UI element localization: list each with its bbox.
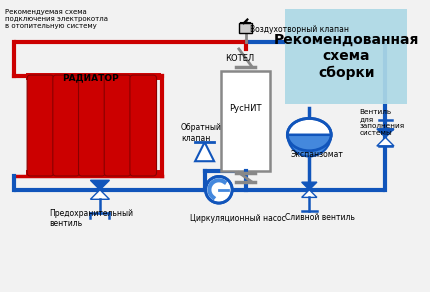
Wedge shape <box>287 135 331 157</box>
Text: Вентиль
для
заполнения
системы: Вентиль для заполнения системы <box>360 109 405 136</box>
Text: Предохранительный
вентиль: Предохранительный вентиль <box>49 209 133 228</box>
Polygon shape <box>90 180 110 190</box>
Polygon shape <box>195 142 214 161</box>
Polygon shape <box>302 182 317 190</box>
Polygon shape <box>377 138 394 146</box>
FancyBboxPatch shape <box>130 75 157 176</box>
FancyBboxPatch shape <box>286 9 407 104</box>
Text: Сливной вентиль: Сливной вентиль <box>286 213 355 222</box>
Bar <box>239 23 252 33</box>
Text: Циркуляционный насос: Циркуляционный насос <box>190 213 286 223</box>
Text: Рекомендуемая схема
подключения электрокотла
в отопительную систему: Рекомендуемая схема подключения электрок… <box>5 9 108 29</box>
FancyBboxPatch shape <box>53 75 80 176</box>
Text: РАДИАТОР: РАДИАТОР <box>62 73 119 82</box>
Text: Экспанзомат: Экспанзомат <box>290 150 343 159</box>
Text: Обратный
клапан: Обратный клапан <box>181 123 222 142</box>
FancyBboxPatch shape <box>104 75 131 176</box>
FancyBboxPatch shape <box>79 75 105 176</box>
Circle shape <box>206 176 232 203</box>
Polygon shape <box>90 190 110 199</box>
Text: Воздухотворный клапан: Воздухотворный клапан <box>250 25 349 34</box>
Text: Рекомендованная
схема
сборки: Рекомендованная схема сборки <box>274 33 419 80</box>
Text: КОТЕЛ: КОТЕЛ <box>226 54 255 63</box>
Ellipse shape <box>287 118 331 151</box>
FancyBboxPatch shape <box>27 75 54 176</box>
Bar <box>221 71 270 171</box>
Polygon shape <box>377 129 394 138</box>
Text: РусНИТ: РусНИТ <box>229 104 262 113</box>
Polygon shape <box>302 190 317 197</box>
